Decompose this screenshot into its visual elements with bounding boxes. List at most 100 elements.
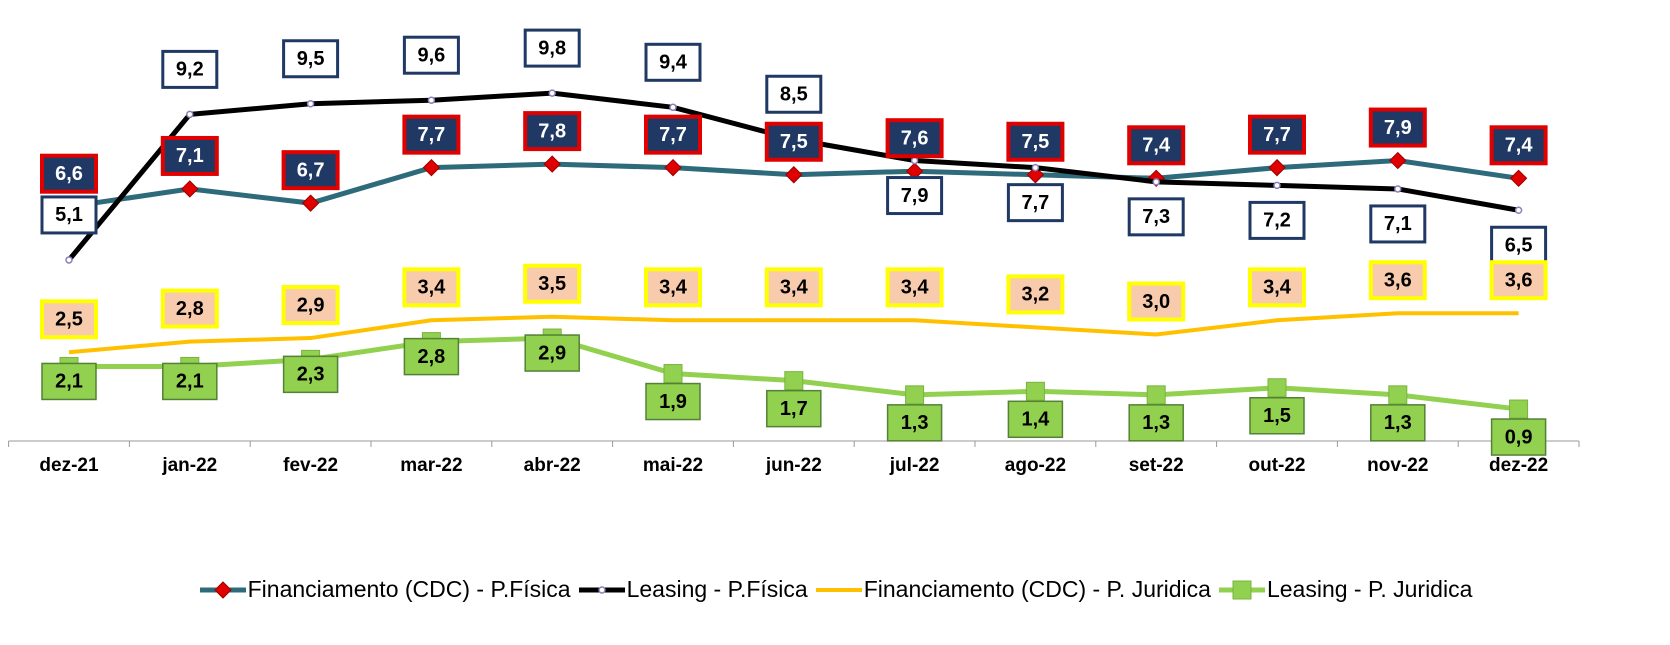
data-label: 1,3 bbox=[1384, 412, 1412, 434]
label-box bbox=[1006, 183, 1064, 223]
data-label: 3,4 bbox=[901, 277, 930, 299]
label-box bbox=[403, 337, 460, 376]
data-label: 2,9 bbox=[538, 342, 566, 364]
label-box bbox=[644, 267, 702, 308]
legend-marker bbox=[213, 580, 232, 599]
point bbox=[1394, 185, 1402, 193]
label-box bbox=[766, 389, 822, 428]
legend-item: Financiamento (CDC) - P.Física bbox=[198, 576, 571, 603]
label-box bbox=[281, 150, 340, 191]
data-label: 9,2 bbox=[176, 59, 204, 81]
label-box bbox=[281, 285, 340, 326]
legend-label: Leasing - P. Juridica bbox=[1266, 576, 1473, 602]
label-box bbox=[161, 49, 219, 89]
point bbox=[186, 110, 194, 119]
data-label: 2,3 bbox=[297, 364, 325, 386]
label-box bbox=[1248, 114, 1306, 155]
legend-marker bbox=[1232, 580, 1252, 599]
data-label: 3,5 bbox=[538, 273, 566, 295]
data-label: 7,6 bbox=[901, 127, 929, 149]
point bbox=[664, 158, 682, 177]
data-label: 7,7 bbox=[417, 124, 445, 146]
label-box bbox=[764, 121, 823, 162]
label-box bbox=[1127, 197, 1185, 237]
point bbox=[1146, 385, 1166, 405]
label-box bbox=[1007, 400, 1064, 439]
label-box bbox=[1127, 281, 1186, 322]
label-box bbox=[402, 114, 461, 155]
x-tick-label: set-22 bbox=[1129, 455, 1184, 476]
data-label: 7,1 bbox=[176, 145, 204, 167]
label-box bbox=[282, 39, 340, 79]
label-box bbox=[1128, 404, 1184, 442]
label-box bbox=[1127, 125, 1186, 166]
data-label: 2,5 bbox=[55, 309, 83, 331]
point bbox=[1025, 381, 1045, 401]
data-label: 7,4 bbox=[1505, 135, 1534, 157]
label-box bbox=[523, 28, 581, 68]
legend-label: Financiamento (CDC) - P. Juridica bbox=[863, 576, 1211, 602]
data-label: 1,5 bbox=[1263, 405, 1291, 427]
x-tick-label: mar-22 bbox=[400, 455, 462, 476]
legend-swatch bbox=[199, 580, 246, 599]
point bbox=[427, 96, 436, 104]
x-tick-label: jan-22 bbox=[161, 455, 217, 476]
data-label: 6,7 bbox=[297, 159, 325, 181]
point bbox=[663, 364, 683, 384]
point bbox=[669, 103, 677, 112]
label-box bbox=[885, 267, 944, 308]
label-box bbox=[524, 334, 580, 372]
data-label: 7,8 bbox=[538, 120, 566, 142]
data-label: 0,9 bbox=[1505, 426, 1533, 448]
point bbox=[785, 166, 803, 184]
data-label: 7,7 bbox=[1263, 124, 1291, 146]
label-box bbox=[1248, 267, 1306, 308]
data-label: 2,1 bbox=[55, 371, 83, 393]
label-box bbox=[1368, 107, 1427, 148]
point bbox=[1389, 151, 1407, 170]
label-box bbox=[40, 299, 98, 340]
data-label: 5,1 bbox=[55, 204, 83, 226]
label-box bbox=[1249, 397, 1305, 435]
label-box bbox=[644, 42, 702, 82]
data-label: 3,6 bbox=[1505, 269, 1533, 291]
label-box bbox=[885, 118, 944, 159]
legend-swatch bbox=[578, 585, 625, 594]
label-box bbox=[282, 355, 339, 394]
legend-swatch bbox=[815, 587, 862, 592]
label-box bbox=[160, 135, 219, 176]
data-label: 3,4 bbox=[780, 277, 809, 299]
data-label: 7,7 bbox=[1021, 192, 1049, 214]
data-label: 7,5 bbox=[1021, 131, 1049, 153]
point bbox=[784, 371, 804, 391]
point bbox=[1509, 399, 1529, 419]
point bbox=[306, 100, 315, 108]
label-box bbox=[1006, 274, 1065, 315]
label-box bbox=[764, 267, 823, 308]
data-label: 7,9 bbox=[1384, 117, 1412, 139]
data-label: 9,6 bbox=[417, 44, 445, 66]
point bbox=[422, 158, 441, 177]
point bbox=[1514, 206, 1523, 214]
label-box bbox=[402, 35, 460, 75]
series-line bbox=[68, 311, 1519, 355]
x-tick-label: dez-21 bbox=[39, 455, 99, 476]
label-box bbox=[523, 263, 582, 304]
plot: dez-21 jan-22 fev-22 mar-22 abr-22 mai-22 jun-… bbox=[8, 28, 1580, 476]
label-box bbox=[41, 362, 97, 401]
data-label: 7,9 bbox=[901, 185, 929, 207]
label-box bbox=[1006, 121, 1065, 162]
label-box bbox=[1248, 200, 1306, 240]
point bbox=[548, 89, 556, 97]
data-label: 7,4 bbox=[1142, 135, 1171, 157]
label-box bbox=[1489, 125, 1548, 166]
data-label: 1,4 bbox=[1021, 409, 1050, 431]
x-tick-label: dez-22 bbox=[1489, 455, 1548, 476]
x-tick-label: ago-22 bbox=[1005, 455, 1066, 476]
point bbox=[1268, 158, 1286, 177]
label-box bbox=[1370, 404, 1426, 442]
label-box bbox=[523, 111, 582, 152]
data-label: 7,5 bbox=[780, 131, 808, 153]
label-box bbox=[765, 74, 823, 114]
